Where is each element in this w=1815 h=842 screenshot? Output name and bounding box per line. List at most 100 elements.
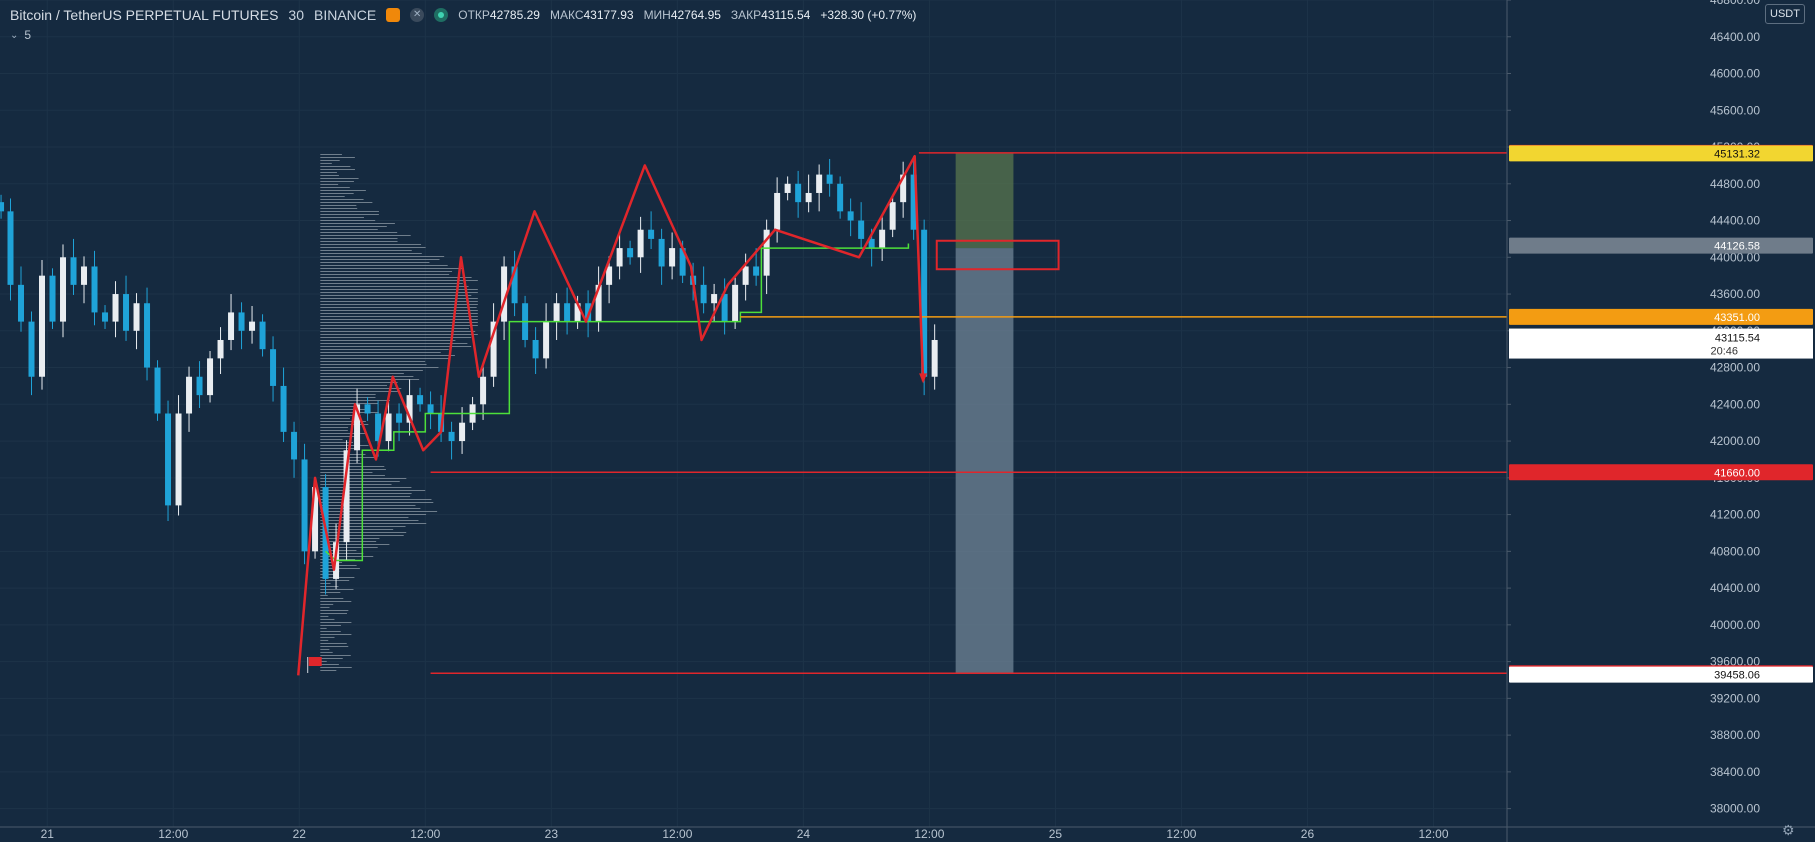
candle-body — [480, 376, 487, 405]
flag-icon — [307, 657, 322, 674]
candle-body — [837, 183, 844, 212]
candle-body — [396, 413, 403, 423]
price-tick-label: 40400.00 — [1710, 581, 1760, 595]
low-label: МИН — [643, 8, 671, 22]
candle-body — [763, 229, 770, 276]
candle-body — [616, 248, 623, 267]
candle-body — [427, 404, 434, 414]
price-tick-label: 46800.00 — [1710, 0, 1760, 7]
candle-body — [637, 229, 644, 258]
ohlc-legend: ОТКР42785.29 МАКС43177.93 МИН42764.95 ЗА… — [458, 8, 916, 22]
candle-body — [175, 413, 182, 506]
candle-body — [385, 413, 392, 442]
candle-body — [133, 303, 140, 331]
candle-body — [595, 284, 602, 322]
price-tick-label: 39200.00 — [1710, 691, 1760, 705]
price-tick-label: 38000.00 — [1710, 802, 1760, 816]
price-tick-label: 44800.00 — [1710, 177, 1760, 191]
candle-body — [669, 248, 676, 267]
interval-label[interactable]: 30 — [288, 7, 304, 23]
gear-icon[interactable]: ⚙ — [1782, 822, 1795, 838]
target-zone — [955, 153, 1014, 249]
price-tick-label: 43600.00 — [1710, 287, 1760, 301]
zigzag-path — [297, 154, 925, 676]
close-icon[interactable]: ✕ — [410, 8, 425, 22]
candle-body — [511, 266, 518, 304]
candle-body — [291, 431, 298, 460]
candle-body — [91, 266, 98, 313]
candle-body — [375, 413, 382, 442]
price-label-bg — [1509, 145, 1813, 162]
countdown-label: 20:46 — [1710, 346, 1738, 358]
candle-body — [301, 459, 308, 552]
price-axis[interactable]: 38000.00 38400.00 38800.00 39200.00 39600.00… — [1506, 0, 1815, 842]
candle-body — [18, 284, 25, 322]
price-label: 43351.00 — [1714, 312, 1760, 324]
price-tick-label: 42800.00 — [1710, 361, 1760, 375]
candle-body — [0, 202, 5, 212]
zigzag-arrow — [919, 373, 928, 384]
indicators-toggle[interactable]: ⌄ 5 — [10, 28, 31, 42]
price-tick-label: 45600.00 — [1710, 103, 1760, 117]
candlesticks — [0, 156, 938, 595]
candle-body — [459, 422, 466, 442]
currency-unit-button[interactable]: USDT — [1765, 4, 1805, 24]
price-tick-label: 38400.00 — [1710, 765, 1760, 779]
time-tick-label: 21 — [41, 827, 55, 841]
price-tick-label: 46000.00 — [1710, 67, 1760, 81]
candle-body — [753, 266, 760, 276]
zigzag-drawing[interactable] — [297, 154, 928, 676]
price-tick-label: 38800.00 — [1710, 728, 1760, 742]
candle-body — [144, 303, 151, 368]
candle-body — [112, 294, 119, 322]
candle-body — [238, 312, 245, 331]
candle-body — [543, 321, 550, 359]
candle-body — [501, 266, 508, 322]
candle-body — [564, 303, 571, 322]
symbol-title[interactable]: Bitcoin / TetherUS PERPETUAL FUTURES — [10, 7, 279, 23]
candle-body — [165, 413, 172, 506]
chevron-down-icon[interactable]: ⌄ — [10, 29, 19, 41]
candle-body — [711, 294, 718, 304]
vwap-line — [325, 243, 910, 562]
candle-body — [879, 229, 886, 249]
time-tick-label: 12:00 — [410, 827, 440, 841]
fire-icon[interactable] — [386, 8, 401, 22]
change-value: +328.30 (+0.77%) — [820, 8, 917, 22]
candle-body — [532, 339, 539, 359]
time-tick-label: 12:00 — [1166, 827, 1196, 841]
candle-body — [921, 229, 928, 377]
time-tick-label: 12:00 — [662, 827, 692, 841]
candle-body — [742, 266, 749, 285]
candle-body — [700, 284, 707, 304]
candle-body — [186, 376, 193, 414]
candle-body — [417, 395, 424, 405]
position-box[interactable] — [955, 153, 1014, 674]
candle-body — [931, 339, 938, 377]
close-label: ЗАКР — [730, 8, 762, 22]
candle-body — [228, 312, 235, 340]
candle-body — [354, 404, 361, 451]
last-price-label: 43115.54 — [1715, 333, 1760, 345]
price-label-bg — [1509, 237, 1813, 254]
price-tick-label: 42400.00 — [1710, 397, 1760, 411]
candle-body — [648, 229, 655, 239]
candle-body — [406, 395, 413, 423]
exchange-label: BINANCE — [314, 7, 377, 23]
open-value: 42785.29 — [489, 8, 540, 22]
candle-body — [259, 321, 266, 350]
time-axis[interactable]: 21 12:00 22 12:00 23 12:00 24 12:00 25 12:00 26 12:… — [0, 826, 1815, 841]
candle-body — [627, 248, 634, 258]
horizontal-levels[interactable] — [430, 152, 1507, 675]
candle-body — [889, 202, 896, 230]
candle-body — [123, 294, 130, 331]
close-value: 43115.54 — [761, 8, 811, 22]
time-tick-label: 25 — [1049, 827, 1063, 841]
candle-body — [102, 312, 109, 322]
candle-body — [868, 238, 875, 249]
candle-body — [343, 450, 350, 543]
high-label: МАКС — [549, 8, 584, 22]
candle-body — [49, 275, 56, 322]
candle-body — [910, 174, 917, 230]
